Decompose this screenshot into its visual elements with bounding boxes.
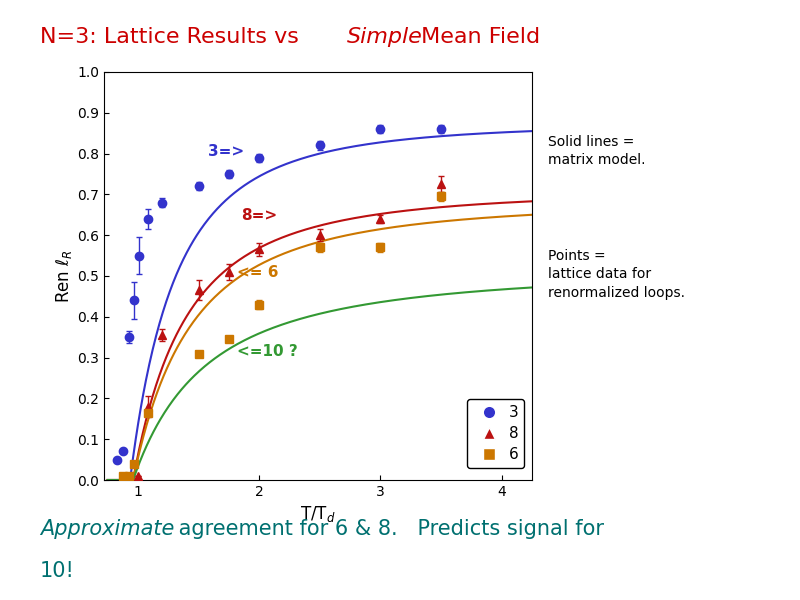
Text: Solid lines =
matrix model.: Solid lines = matrix model. [548,135,646,167]
X-axis label: T/T$_d$: T/T$_d$ [300,505,336,524]
Text: Mean Field: Mean Field [414,27,541,47]
Text: Points =
lattice data for
renormalized loops.: Points = lattice data for renormalized l… [548,249,685,300]
Text: 8=>: 8=> [241,208,277,223]
Text: N=3: Lattice Results vs: N=3: Lattice Results vs [40,27,306,47]
Text: 3=>: 3=> [208,144,244,159]
Text: <= 6: <= 6 [238,265,279,280]
Text: Simple: Simple [347,27,423,47]
Text: agreement for 6 & 8.   Predicts signal for: agreement for 6 & 8. Predicts signal for [172,519,604,539]
Text: Approximate: Approximate [40,519,174,539]
Y-axis label: Ren $\ell_R$: Ren $\ell_R$ [54,249,74,303]
Text: 10!: 10! [40,561,75,581]
Text: <=10 ?: <=10 ? [238,344,298,359]
Legend: 3, 8, 6: 3, 8, 6 [467,399,524,468]
